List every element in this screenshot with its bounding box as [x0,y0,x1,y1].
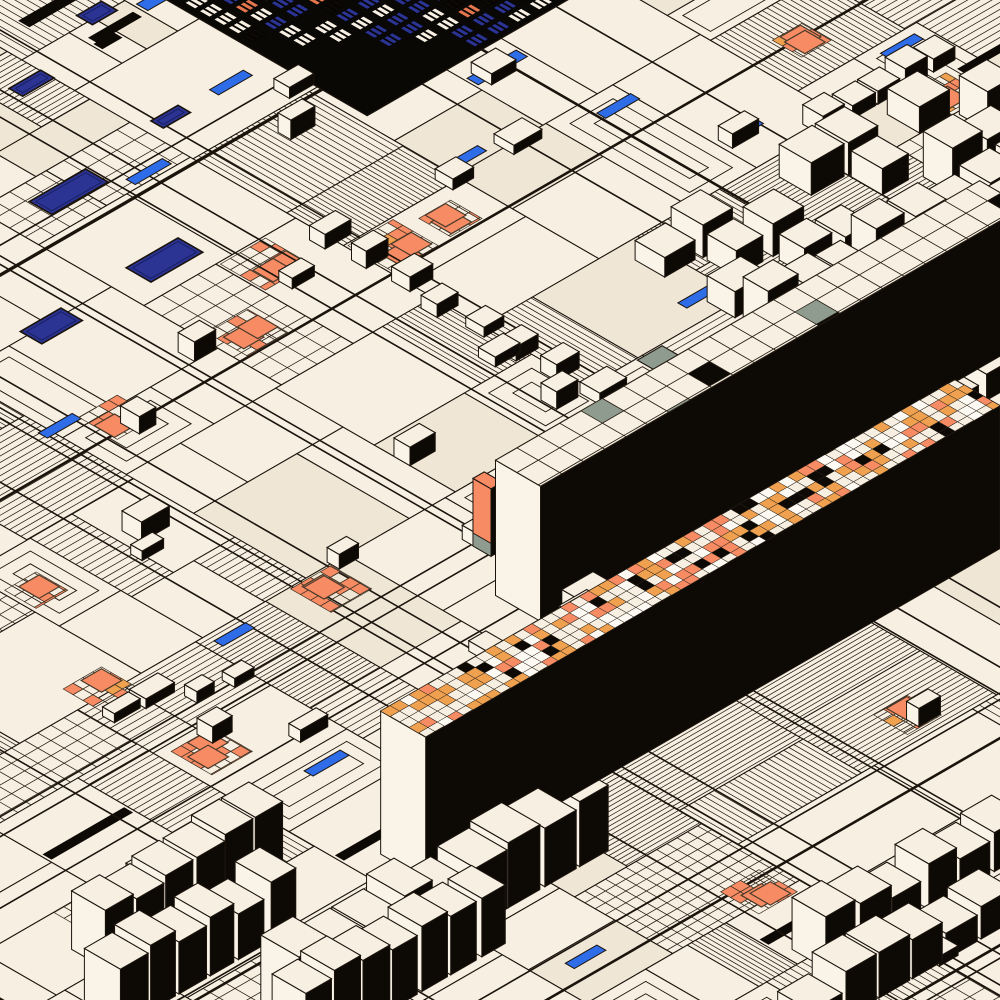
black-bar [957,44,1000,74]
black-bar [87,11,142,43]
blue-bar [303,749,351,777]
blue-bar [595,93,641,119]
navy-block [149,104,193,129]
navy-block [27,168,110,216]
blue-bar [213,622,256,647]
blue-bar [208,69,254,96]
blue-bar [564,944,607,970]
tower-band-layer [70,34,1000,1000]
navy-block [18,307,84,345]
navy-block [7,69,56,98]
navy-block [124,236,205,284]
blue-bar [125,158,173,186]
navy-block [75,0,119,26]
black-bar [18,0,77,28]
